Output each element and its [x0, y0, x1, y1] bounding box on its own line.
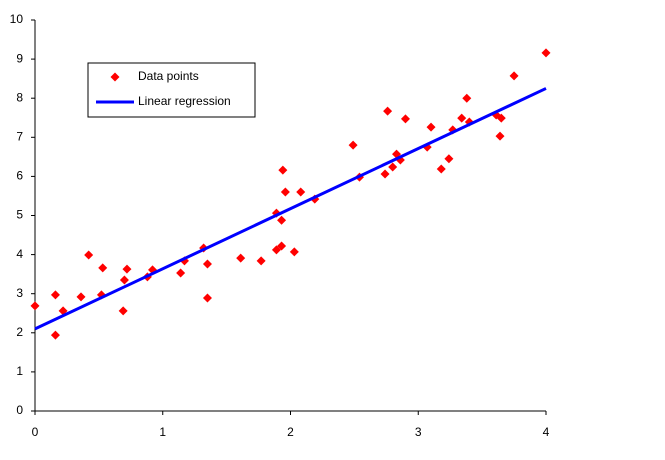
x-tick-label: 3	[415, 425, 422, 439]
data-point	[436, 164, 446, 174]
data-point	[50, 290, 60, 300]
data-point	[289, 247, 299, 257]
data-point	[236, 253, 246, 263]
data-point	[30, 301, 40, 311]
data-point	[444, 154, 454, 164]
data-point	[76, 292, 86, 302]
y-tick-label: 1	[16, 364, 23, 378]
data-point	[202, 259, 212, 269]
legend-marker	[110, 72, 120, 82]
data-point	[277, 241, 287, 251]
data-point	[496, 113, 506, 123]
data-point	[296, 187, 306, 197]
data-point	[280, 187, 290, 197]
data-point	[256, 256, 266, 266]
y-tick-label: 5	[16, 208, 23, 222]
y-tick-label: 9	[16, 51, 23, 65]
regression-line	[34, 87, 547, 331]
x-tick-label: 1	[159, 425, 166, 439]
data-point	[58, 306, 68, 316]
x-tick-label: 4	[543, 425, 550, 439]
data-point	[118, 306, 128, 316]
y-tick-label: 2	[16, 325, 23, 339]
data-point	[380, 169, 390, 179]
data-point	[122, 264, 132, 274]
y-tick-label: 7	[16, 129, 23, 143]
data-point	[348, 140, 358, 150]
x-tick-label: 2	[287, 425, 294, 439]
data-point	[400, 114, 410, 124]
data-point	[176, 268, 186, 278]
data-point	[462, 93, 472, 103]
data-point	[271, 245, 281, 255]
data-point	[509, 71, 519, 81]
data-point	[541, 48, 551, 58]
legend-label: Data points	[138, 69, 199, 83]
data-point	[278, 165, 288, 175]
data-point	[457, 113, 467, 123]
y-tick-label: 6	[16, 169, 23, 183]
y-tick-label: 8	[16, 90, 23, 104]
y-tick-label: 10	[10, 12, 24, 26]
data-point	[383, 106, 393, 116]
legend-box	[87, 62, 256, 118]
x-tick-label: 0	[32, 425, 39, 439]
data-point	[388, 162, 398, 172]
data-point	[50, 330, 60, 340]
y-tick-label: 4	[16, 247, 23, 261]
data-point	[277, 215, 287, 225]
y-tick-label: 3	[16, 286, 23, 300]
data-point	[202, 293, 212, 303]
data-point	[98, 263, 108, 273]
y-tick-label: 0	[16, 403, 23, 417]
data-point	[84, 250, 94, 260]
legend-label: Linear regression	[138, 94, 231, 108]
data-point	[495, 131, 505, 141]
data-point	[119, 275, 129, 285]
data-point	[426, 122, 436, 132]
